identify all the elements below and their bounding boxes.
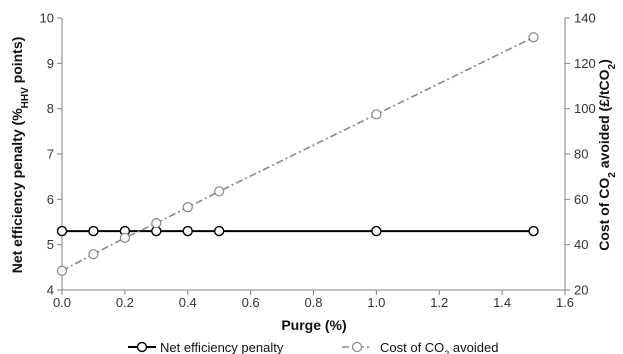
legend-label-co2-post: avoided (449, 340, 498, 354)
legend-item-net-efficiency-penalty: Net efficiency penalty (128, 340, 284, 354)
data-point-cost-of-co2-avoided (214, 186, 225, 197)
left-y-tick-label: 4 (47, 283, 54, 298)
series-layer (56, 32, 539, 276)
right-y-tick-label: 120 (574, 56, 596, 71)
series-net-efficiency-penalty (56, 225, 539, 237)
legend-marker-net-efficiency-penalty (136, 341, 148, 353)
right-y-title-pre: Cost of CO (596, 178, 612, 251)
legend-label-co2-sub: 2 (444, 349, 449, 354)
x-tick-label: 0.6 (242, 295, 260, 310)
data-point-cost-of-co2-avoided (528, 32, 539, 43)
left-y-title-post: points) (9, 37, 25, 88)
data-point-cost-of-co2-avoided (119, 232, 130, 243)
data-point-net-efficiency-penalty (528, 225, 539, 237)
right-y-tick-label: 40 (574, 237, 588, 252)
series-cost-of-co2-avoided (56, 32, 539, 276)
x-tick-label: 1.0 (367, 295, 385, 310)
data-point-net-efficiency-penalty (371, 225, 382, 237)
right-y-axis-title: Cost of CO2 avoided (£/tCO2) (596, 59, 618, 251)
left-y-tick-label: 8 (47, 101, 54, 116)
left-y-title-pre: Net efficiency penalty (% (9, 108, 25, 273)
left-y-axis-title: Net efficiency penalty (%HHV points) (9, 37, 31, 274)
x-tick-label: 0.4 (179, 295, 197, 310)
labels: Purge (%) Net efficiency penalty (%HHV p… (9, 37, 618, 333)
legend-label-co2-pre: Cost of CO (380, 340, 444, 354)
data-point-cost-of-co2-avoided (88, 249, 99, 260)
x-tick-label: 1.6 (556, 295, 574, 310)
legend-item-cost-of-co2-avoided: Cost of CO2 avoided (342, 340, 498, 354)
legend: Net efficiency penalty Cost of CO2 avoid… (128, 340, 498, 354)
data-point-net-efficiency-penalty (88, 225, 99, 237)
data-point-net-efficiency-penalty (182, 225, 193, 237)
data-point-cost-of-co2-avoided (371, 109, 382, 120)
x-tick-label: 0.0 (53, 295, 71, 310)
right-y-tick-label: 20 (574, 283, 588, 298)
data-point-cost-of-co2-avoided (151, 218, 162, 229)
right-y-tick-label: 80 (574, 147, 588, 162)
legend-label-net-efficiency-penalty: Net efficiency penalty (160, 340, 284, 354)
data-point-net-efficiency-penalty (213, 225, 225, 237)
right-y-title-post: avoided (£/tCO (596, 69, 612, 172)
x-tick-label: 0.2 (116, 295, 134, 310)
legend-label-cost-of-co2-avoided: Cost of CO2 avoided (380, 340, 498, 354)
right-y-tick-label: 140 (574, 11, 596, 26)
series-line-cost-of-co2-avoided (61, 36, 534, 272)
left-y-tick-label: 6 (47, 192, 54, 207)
x-axis-title: Purge (%) (281, 317, 346, 333)
data-point-net-efficiency-penalty (56, 225, 68, 237)
left-y-title-sub: HHV (20, 87, 31, 108)
x-tick-label: 0.8 (304, 295, 322, 310)
left-y-tick-label: 9 (47, 56, 54, 71)
axes: 0.0 0.2 0.4 0.6 0.8 1.0 1.2 1.4 1.6 4 5 6 7 8 9 10 20 40 6… (40, 11, 596, 311)
left-y-tick-label: 5 (47, 237, 54, 252)
right-y-title-sub: 2 (607, 172, 618, 178)
data-point-cost-of-co2-avoided (56, 265, 68, 276)
right-y-tick-label: 100 (574, 101, 596, 116)
right-y-title-post2: ) (596, 59, 612, 64)
x-tick-label: 1.4 (493, 295, 511, 310)
right-y-tick-label: 60 (574, 192, 588, 207)
right-y-title-sub2: 2 (607, 63, 618, 69)
legend-marker-cost-of-co2-avoided (351, 341, 363, 353)
left-y-tick-label: 7 (47, 147, 54, 162)
data-point-cost-of-co2-avoided (182, 202, 193, 213)
left-y-tick-label: 10 (40, 11, 54, 26)
x-tick-label: 1.2 (430, 295, 448, 310)
